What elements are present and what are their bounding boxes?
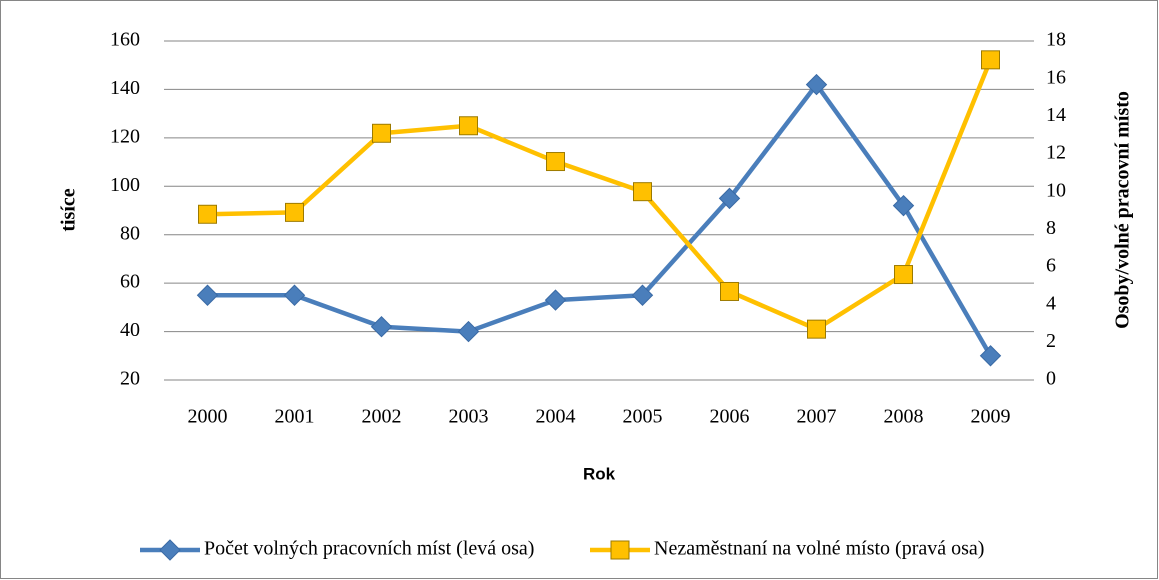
legend-marker — [159, 539, 181, 561]
series-line — [207, 82, 993, 357]
data-point — [370, 316, 393, 338]
y2-tick-label: 6 — [1046, 255, 1056, 277]
x-tick-label: 2007 — [797, 406, 837, 428]
x-tick-label: 2000 — [188, 406, 228, 428]
legend-label: Nezaměstnaní na volné místo (pravá osa) — [654, 538, 984, 560]
legend-marker — [610, 540, 630, 560]
data-point — [633, 182, 652, 202]
y2-tick-label: 16 — [1046, 66, 1066, 88]
series-line — [207, 58, 993, 332]
data-point — [285, 202, 304, 222]
y2-tick-label: 2 — [1046, 330, 1056, 352]
y2-tick-label: 18 — [1046, 29, 1066, 51]
y-axis-title: tisíce — [58, 188, 80, 231]
data-point — [546, 152, 565, 172]
y2-tick-label: 14 — [1046, 104, 1066, 126]
x-tick-label: 2001 — [275, 406, 315, 428]
y2-tick-label: 12 — [1046, 142, 1066, 164]
data-point — [807, 319, 826, 339]
y-tick-label: 120 — [110, 125, 140, 147]
data-point — [979, 345, 1002, 367]
data-point — [720, 281, 739, 301]
data-point — [894, 265, 913, 285]
x-tick-label: 2009 — [971, 406, 1011, 428]
x-tick-label: 2006 — [710, 406, 750, 428]
y-tick-label: 40 — [120, 319, 140, 341]
data-point — [283, 284, 306, 306]
x-tick-label: 2002 — [362, 406, 402, 428]
y2-tick-label: 4 — [1046, 292, 1056, 314]
y-tick-label: 140 — [110, 77, 140, 99]
data-point — [372, 123, 391, 143]
data-point — [892, 194, 915, 217]
legend-label: Počet volných pracovních míst (levá osa) — [204, 538, 534, 560]
y-tick-label: 20 — [120, 368, 140, 390]
data-point — [459, 116, 478, 136]
x-tick-label: 2008 — [884, 406, 924, 428]
data-point — [457, 320, 480, 343]
x-tick-label: 2003 — [449, 406, 489, 428]
y2-tick-label: 10 — [1046, 179, 1066, 201]
data-point — [805, 73, 828, 96]
y2-axis-title: Osoby/volné pracovní místo — [1112, 91, 1134, 329]
y2-tick-label: 8 — [1046, 217, 1056, 239]
y-tick-label: 100 — [110, 174, 140, 196]
y2-tick-label: 0 — [1046, 368, 1056, 390]
data-point — [981, 50, 1000, 70]
data-point — [196, 284, 219, 306]
data-point — [631, 284, 654, 306]
y-tick-label: 160 — [110, 29, 140, 51]
x-axis-title: Rok — [583, 464, 616, 483]
x-tick-label: 2004 — [536, 406, 576, 428]
y-tick-label: 80 — [120, 222, 140, 244]
data-point — [718, 187, 741, 210]
data-point — [198, 204, 217, 224]
data-point — [544, 289, 567, 311]
x-tick-label: 2005 — [623, 406, 663, 428]
y-tick-label: 60 — [120, 271, 140, 293]
